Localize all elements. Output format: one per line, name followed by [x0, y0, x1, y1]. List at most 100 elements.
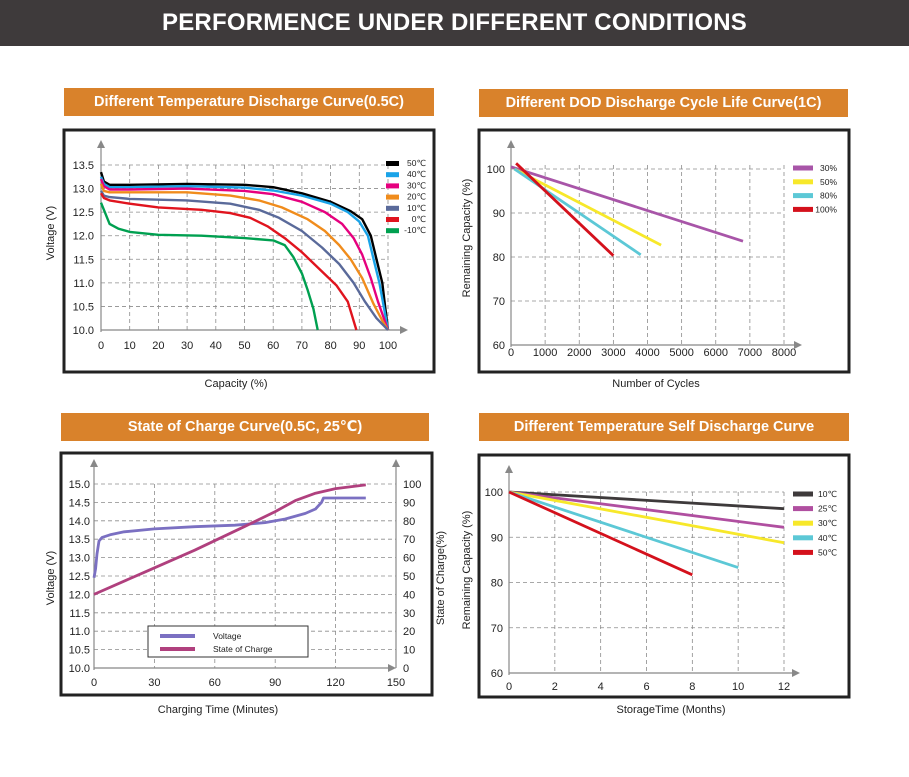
state-of-charge-frame: [59, 451, 434, 697]
temp-discharge-title: Different Temperature Discharge Curve(0.…: [64, 88, 434, 116]
dod-cycle-legend-swatch: [793, 165, 813, 171]
temp-discharge-legend-swatch: [386, 161, 399, 166]
temp-discharge-x-tick-label: 60: [267, 340, 279, 352]
temp-discharge-series-line: [99, 183, 390, 331]
soc-legend-box: [147, 625, 309, 658]
state-of-charge-x-tick-label: 150: [387, 677, 405, 689]
temp-discharge-x-tick-label: 90: [353, 340, 365, 352]
dod-cycle-y-arrow-icon: [507, 140, 515, 148]
temp-discharge-y-arrow-icon: [97, 140, 105, 148]
dod-cycle-x-tick-label: 0: [508, 347, 514, 359]
temp-discharge-legend-swatch: [386, 183, 399, 189]
state-of-charge-y-tick-label: 13.5: [69, 534, 90, 546]
state-of-charge-y2-tick-label: 30: [403, 608, 415, 620]
temp-discharge-legend-label: 50℃: [407, 158, 426, 168]
state-of-charge-y2-tick-label: 50: [403, 571, 415, 583]
state-of-charge-y-arrow-icon: [90, 459, 98, 467]
state-of-charge-y-tick-label: 12.5: [69, 571, 90, 583]
dod-cycle-y-tick-label: 100: [487, 164, 505, 176]
dod-cycle-chart: 0 1000 2000 3000 4000 5000 6000 7000 8000 100 90 80…: [487, 140, 837, 359]
page-title: PERFORMENCE UNDER DIFFERENT CONDITIONS: [0, 0, 909, 46]
temp-discharge-legend-swatch: [386, 205, 399, 211]
self-discharge-chart: 0 2 4 6 8 10 12 100 90 80 70 60 10℃ 25℃ 30℃ 40℃ 50℃: [485, 465, 837, 693]
self-discharge-frame: [477, 453, 851, 699]
self-discharge-legend-label: 30℃: [818, 518, 837, 528]
dod-cycle-x-tick-label: 2000: [567, 347, 591, 359]
state-of-charge-y-tick-label: 11.0: [69, 626, 90, 638]
temp-discharge-legend-label: 10℃: [407, 203, 426, 213]
dod-cycle-legend-swatch: [793, 206, 813, 212]
state-of-charge-y-tick-label: 15.0: [69, 479, 90, 491]
dod-cycle-legend-label: 100%: [815, 204, 837, 214]
temp-discharge-series-line: [99, 176, 390, 331]
temp-discharge-x-tick-label: 100: [379, 340, 397, 352]
temp-discharge-y-tick-label: 10.5: [73, 301, 94, 313]
state-of-charge-y2-tick-label: 60: [403, 553, 415, 565]
state-of-charge-y-tick-label: 14.5: [69, 497, 90, 509]
dod-cycle-legend-label: 30%: [820, 163, 837, 173]
temp-discharge-legend-label: 30℃: [407, 180, 426, 190]
self-discharge-legend-swatch: [793, 506, 813, 512]
state-of-charge-title: State of Charge Curve(0.5C, 25℃): [61, 413, 429, 441]
self-discharge-x-tick-label: 2: [552, 681, 558, 693]
state-of-charge-y2-tick-label: 20: [403, 626, 415, 638]
self-discharge-x-tick-label: 12: [778, 681, 790, 693]
state-of-charge-ylabel: Voltage (V): [45, 551, 57, 605]
state-of-charge-legend-swatch: [160, 647, 195, 651]
dod-cycle-series-line: [515, 162, 615, 257]
temp-discharge-y-tick-label: 11.5: [73, 254, 94, 266]
self-discharge-y-tick-label: 90: [491, 532, 503, 544]
self-discharge-series-line: [508, 490, 785, 529]
temp-discharge-series-line: [99, 192, 358, 331]
state-of-charge-y-tick-label: 14.0: [69, 516, 90, 528]
state-of-charge-x-arrow-icon: [388, 664, 396, 672]
temp-discharge-series-line: [99, 190, 389, 331]
dod-cycle-series-line: [513, 167, 642, 256]
temp-discharge-legend-swatch: [386, 172, 399, 178]
state-of-charge-legend-swatch: [160, 634, 195, 638]
self-discharge-legend-swatch: [793, 491, 813, 497]
temp-discharge-x-tick-label: 20: [152, 340, 164, 352]
dod-cycle-y-tick-label: 90: [493, 208, 505, 220]
self-discharge-series-line: [508, 490, 693, 577]
dod-cycle-x-tick-label: 7000: [738, 347, 762, 359]
temp-discharge-x-tick-label: 80: [324, 340, 336, 352]
self-discharge-series-line: [508, 490, 785, 545]
self-discharge-y-tick-label: 100: [485, 487, 503, 499]
dod-cycle-y-tick-label: 70: [493, 296, 505, 308]
dod-cycle-ylabel: Remaining Capacity (%): [461, 179, 473, 298]
temp-discharge-y-tick-label: 13.5: [73, 160, 94, 172]
dod-cycle-x-tick-label: 8000: [772, 347, 796, 359]
self-discharge-y-tick-label: 60: [491, 668, 503, 680]
self-discharge-legend-swatch: [793, 520, 813, 526]
self-discharge-x-tick-label: 0: [506, 681, 512, 693]
dod-cycle-y-tick-label: 60: [493, 340, 505, 352]
self-discharge-x-tick-label: 8: [689, 681, 695, 693]
temp-discharge-x-tick-label: 30: [181, 340, 193, 352]
temp-discharge-x-tick-label: 10: [124, 340, 136, 352]
self-discharge-x-tick-label: 6: [643, 681, 649, 693]
state-of-charge-y2-tick-label: 80: [403, 516, 415, 528]
self-discharge-y-tick-label: 80: [491, 578, 503, 590]
self-discharge-x-tick-label: 4: [598, 681, 604, 693]
dod-cycle-x-arrow-icon: [794, 341, 802, 349]
state-of-charge-y-tick-label: 11.5: [69, 608, 90, 620]
temp-discharge-legend-label: -10℃: [404, 225, 426, 235]
temp-discharge-y-tick-label: 11.0: [73, 278, 94, 290]
self-discharge-legend-label: 25℃: [818, 504, 837, 514]
state-of-charge-x-tick-label: 90: [269, 677, 281, 689]
temp-discharge-series-line: [99, 171, 390, 331]
self-discharge-x-tick-label: 10: [732, 681, 744, 693]
dod-cycle-x-tick-label: 1000: [533, 347, 557, 359]
state-of-charge-y-tick-label: 10.0: [69, 663, 90, 675]
self-discharge-xlabel: StorageTime (Months): [616, 704, 725, 716]
state-of-charge-y2-tick-label: 10: [403, 645, 415, 657]
temp-discharge-x-tick-label: 50: [238, 340, 250, 352]
state-of-charge-legend-label: State of Charge: [213, 644, 273, 654]
temp-discharge-xlabel: Capacity (%): [205, 378, 268, 390]
self-discharge-legend-label: 50℃: [818, 547, 837, 557]
temp-discharge-y-tick-label: 12.0: [73, 231, 94, 243]
self-discharge-series-line: [508, 490, 785, 511]
state-of-charge-y2-tick-label: 100: [403, 479, 421, 491]
